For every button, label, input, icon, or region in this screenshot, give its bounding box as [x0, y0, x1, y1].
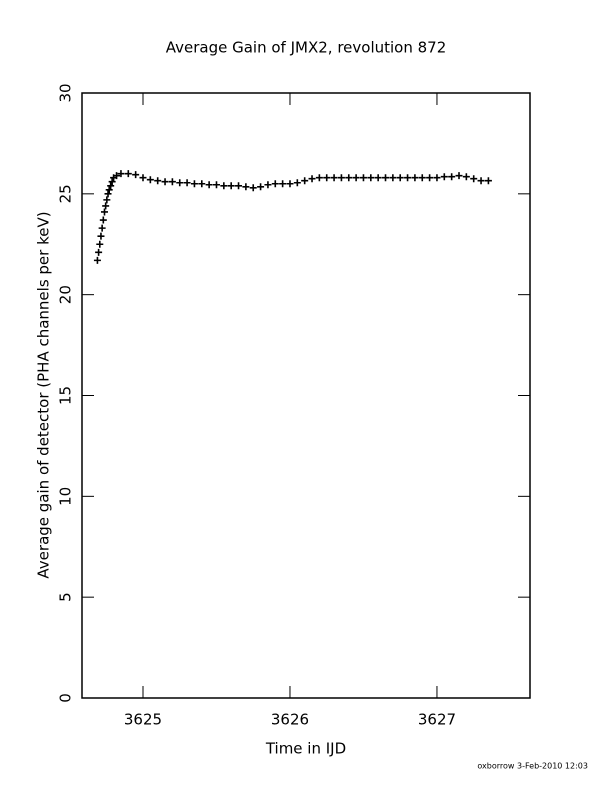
data-point: [124, 170, 132, 178]
data-point: [161, 178, 169, 186]
data-point: [286, 180, 294, 188]
data-point: [198, 180, 206, 188]
data-point: [433, 174, 441, 182]
data-point: [97, 232, 105, 240]
data-point: [374, 174, 382, 182]
y-tick-label: 30: [57, 83, 75, 102]
data-point: [455, 172, 463, 180]
data-point: [102, 202, 110, 210]
data-point: [183, 179, 191, 187]
data-point: [396, 174, 404, 182]
data-point: [418, 174, 426, 182]
data-point: [359, 174, 367, 182]
data-point: [242, 183, 250, 191]
data-point: [411, 174, 419, 182]
data-point: [426, 174, 434, 182]
data-point: [293, 179, 301, 187]
data-point: [96, 240, 104, 248]
data-point: [308, 175, 316, 183]
y-tick-label: 15: [57, 386, 75, 405]
data-point: [113, 172, 121, 180]
data-point: [367, 174, 375, 182]
x-tick-label: 3627: [418, 711, 456, 729]
data-point: [235, 182, 243, 190]
x-axis-label: Time in IJD: [265, 740, 346, 758]
data-point: [389, 174, 397, 182]
data-point: [168, 178, 176, 186]
data-point: [462, 173, 470, 181]
data-point: [154, 177, 162, 185]
data-point: [212, 181, 220, 189]
data-point: [301, 177, 309, 185]
data-point: [176, 179, 184, 187]
data-point: [98, 224, 106, 232]
data-point: [190, 180, 198, 188]
data-point: [249, 184, 257, 192]
data-point: [146, 176, 154, 184]
data-point: [279, 180, 287, 188]
data-point: [440, 173, 448, 181]
y-tick-label: 5: [57, 592, 75, 602]
data-point: [470, 175, 478, 183]
data-point: [139, 174, 147, 182]
data-point: [220, 182, 228, 190]
data-point: [107, 182, 115, 190]
chart-title: Average Gain of JMX2, revolution 872: [166, 39, 447, 57]
data-point: [257, 183, 265, 191]
data-point: [103, 196, 111, 204]
data-point: [132, 171, 140, 179]
data-point: [382, 174, 390, 182]
data-point: [108, 178, 116, 186]
data-point: [205, 181, 213, 189]
x-tick-label: 3625: [124, 711, 162, 729]
data-point: [315, 174, 323, 182]
data-point: [404, 174, 412, 182]
footer: oxborrow 3-Feb-2010 12:03: [477, 762, 588, 771]
data-point: [93, 256, 101, 264]
data-point: [227, 182, 235, 190]
data-point: [95, 248, 103, 256]
data-point: [105, 186, 113, 194]
data-point: [345, 174, 353, 182]
y-tick-label: 0: [57, 693, 75, 703]
data-point: [323, 174, 331, 182]
data-point: [484, 177, 492, 185]
data-point: [330, 174, 338, 182]
data-point: [100, 208, 108, 216]
data-point: [264, 181, 272, 189]
y-tick-label: 25: [57, 184, 75, 203]
y-axis-label: Average gain of detector (PHA channels p…: [35, 211, 53, 578]
y-tick-label: 10: [57, 487, 75, 506]
y-tick-label: 20: [57, 285, 75, 304]
data-point: [117, 170, 125, 178]
data-point: [99, 216, 107, 224]
data-point: [271, 180, 279, 188]
data-point: [104, 190, 112, 198]
data-point: [448, 173, 456, 181]
x-tick-label: 3626: [271, 711, 309, 729]
data-point: [337, 174, 345, 182]
data-point: [477, 177, 485, 185]
data-point: [352, 174, 360, 182]
